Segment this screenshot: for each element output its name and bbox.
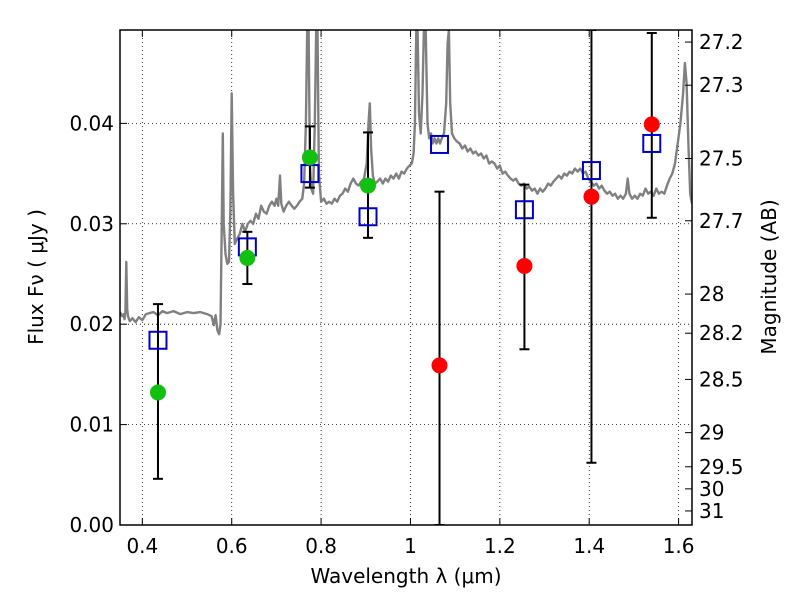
y-tick-label: 0.03 — [69, 212, 114, 236]
model-square-point — [148, 330, 168, 350]
y-tick-label: 0.04 — [69, 111, 114, 135]
right-tick-label: 27.7 — [699, 209, 744, 233]
observed-point — [583, 188, 600, 205]
x-tick-label: 0.6 — [216, 534, 248, 558]
data-markers — [148, 116, 662, 401]
spectrum-line — [120, 30, 692, 336]
model-square-point — [514, 200, 534, 220]
right-tick-label: 28.2 — [699, 321, 744, 345]
x-axis-label: Wavelength λ (μm) — [310, 564, 501, 588]
model-square-point — [358, 207, 378, 227]
observed-point — [643, 116, 660, 133]
y-axis-label: Flux Fν ( μJy ) — [24, 209, 48, 345]
observed-point — [239, 249, 256, 266]
y-tick-label: 0.02 — [69, 312, 114, 336]
right-tick-label: 27.2 — [699, 30, 744, 54]
plot-frame — [119, 29, 693, 526]
model-square-point — [581, 161, 601, 181]
y-tick-label: 0.00 — [69, 513, 114, 537]
right-axis-label: Magnitude (AB) — [757, 199, 781, 354]
observed-point — [301, 149, 318, 166]
observed-point — [516, 257, 533, 274]
right-tick-label: 27.5 — [699, 147, 744, 171]
right-tick-label: 30 — [699, 477, 724, 501]
x-tick-label: 1 — [404, 534, 417, 558]
right-tick-label: 28.5 — [699, 367, 744, 391]
observed-point — [360, 177, 377, 194]
grid — [120, 30, 692, 526]
spectrum-layer — [120, 30, 692, 336]
model-square-point — [430, 134, 450, 154]
x-tick-label: 1.6 — [663, 534, 695, 558]
right-tick-label: 28 — [699, 282, 724, 306]
right-tick-label: 29.5 — [699, 455, 744, 479]
x-tick-label: 1.2 — [484, 534, 516, 558]
right-tick-label: 31 — [699, 499, 724, 523]
right-tick-label: 29 — [699, 421, 724, 445]
observed-point — [431, 357, 448, 374]
observed-point — [149, 384, 166, 401]
x-tick-label: 1.4 — [573, 534, 605, 558]
error-bars — [152, 30, 657, 525]
axis-ticks: 0.4 0.6 0.8 1 1.2 1.4 1.6 0.00 0.01 0.02 0.03 0.04 2… — [69, 30, 744, 558]
right-tick-label: 27.3 — [699, 73, 744, 97]
model-square-point — [642, 133, 662, 153]
x-tick-label: 0.4 — [126, 534, 158, 558]
x-tick-label: 0.8 — [305, 534, 337, 558]
y-tick-label: 0.01 — [69, 413, 114, 437]
